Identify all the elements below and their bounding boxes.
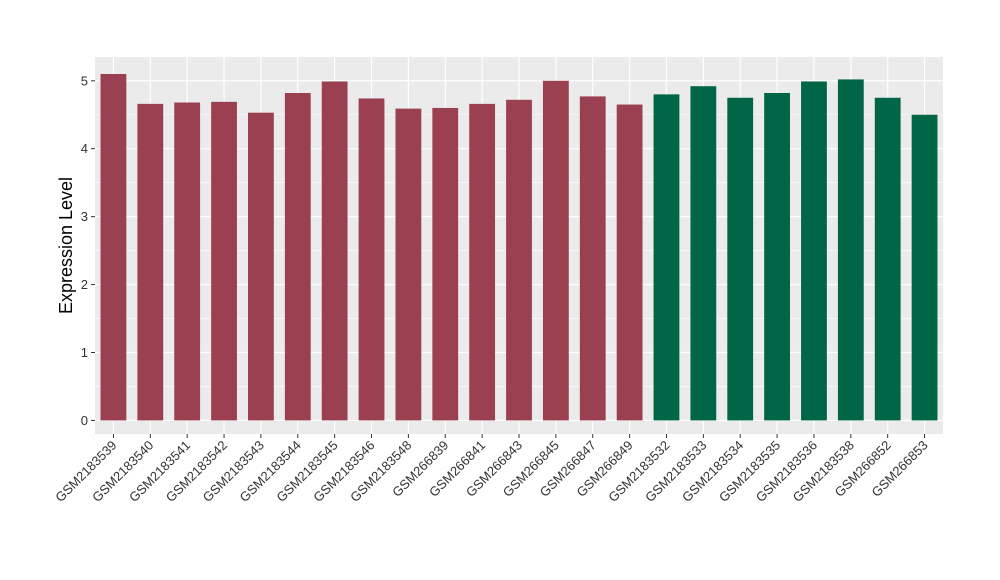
y-tick-label: 1 [81,345,88,360]
bar-GSM266852 [874,97,901,421]
bar-GSM2183543 [248,112,274,421]
y-tick-label: 2 [81,277,88,292]
y-axis-title: Expression Level [56,177,76,314]
bars-layer [100,73,938,421]
bar-GSM2183536 [801,81,827,421]
x-axis: GSM2183539GSM2183540GSM2183541GSM2183542… [52,434,931,505]
bar-GSM266843 [506,99,532,421]
bar-GSM2183539 [100,73,127,421]
y-tick-label: 4 [81,141,88,156]
bar-GSM266845 [542,80,569,421]
bar-GSM2183538 [837,79,864,421]
bar-GSM2183532 [653,94,680,421]
bar-GSM266841 [469,103,496,421]
y-tick-label: 5 [81,73,88,88]
y-axis: 0 1 2 3 4 5 [81,73,95,428]
bar-GSM2183548 [395,108,422,421]
bar-GSM2183544 [284,93,311,421]
bar-GSM2183534 [727,97,754,421]
bar-GSM2183541 [174,102,201,421]
y-tick-label: 3 [81,209,88,224]
bar-GSM2183546 [358,98,385,421]
bar-GSM2183535 [764,93,790,421]
bar-GSM2183533 [690,86,717,421]
bar-GSM266847 [579,96,606,421]
bar-GSM2183542 [211,101,237,421]
bar-GSM266849 [616,104,643,421]
bar-GSM2183540 [137,103,164,421]
bar-GSM2183545 [321,81,348,421]
bar-GSM266853 [911,114,938,421]
y-tick-label: 0 [81,413,88,428]
bar-GSM266839 [432,107,459,421]
